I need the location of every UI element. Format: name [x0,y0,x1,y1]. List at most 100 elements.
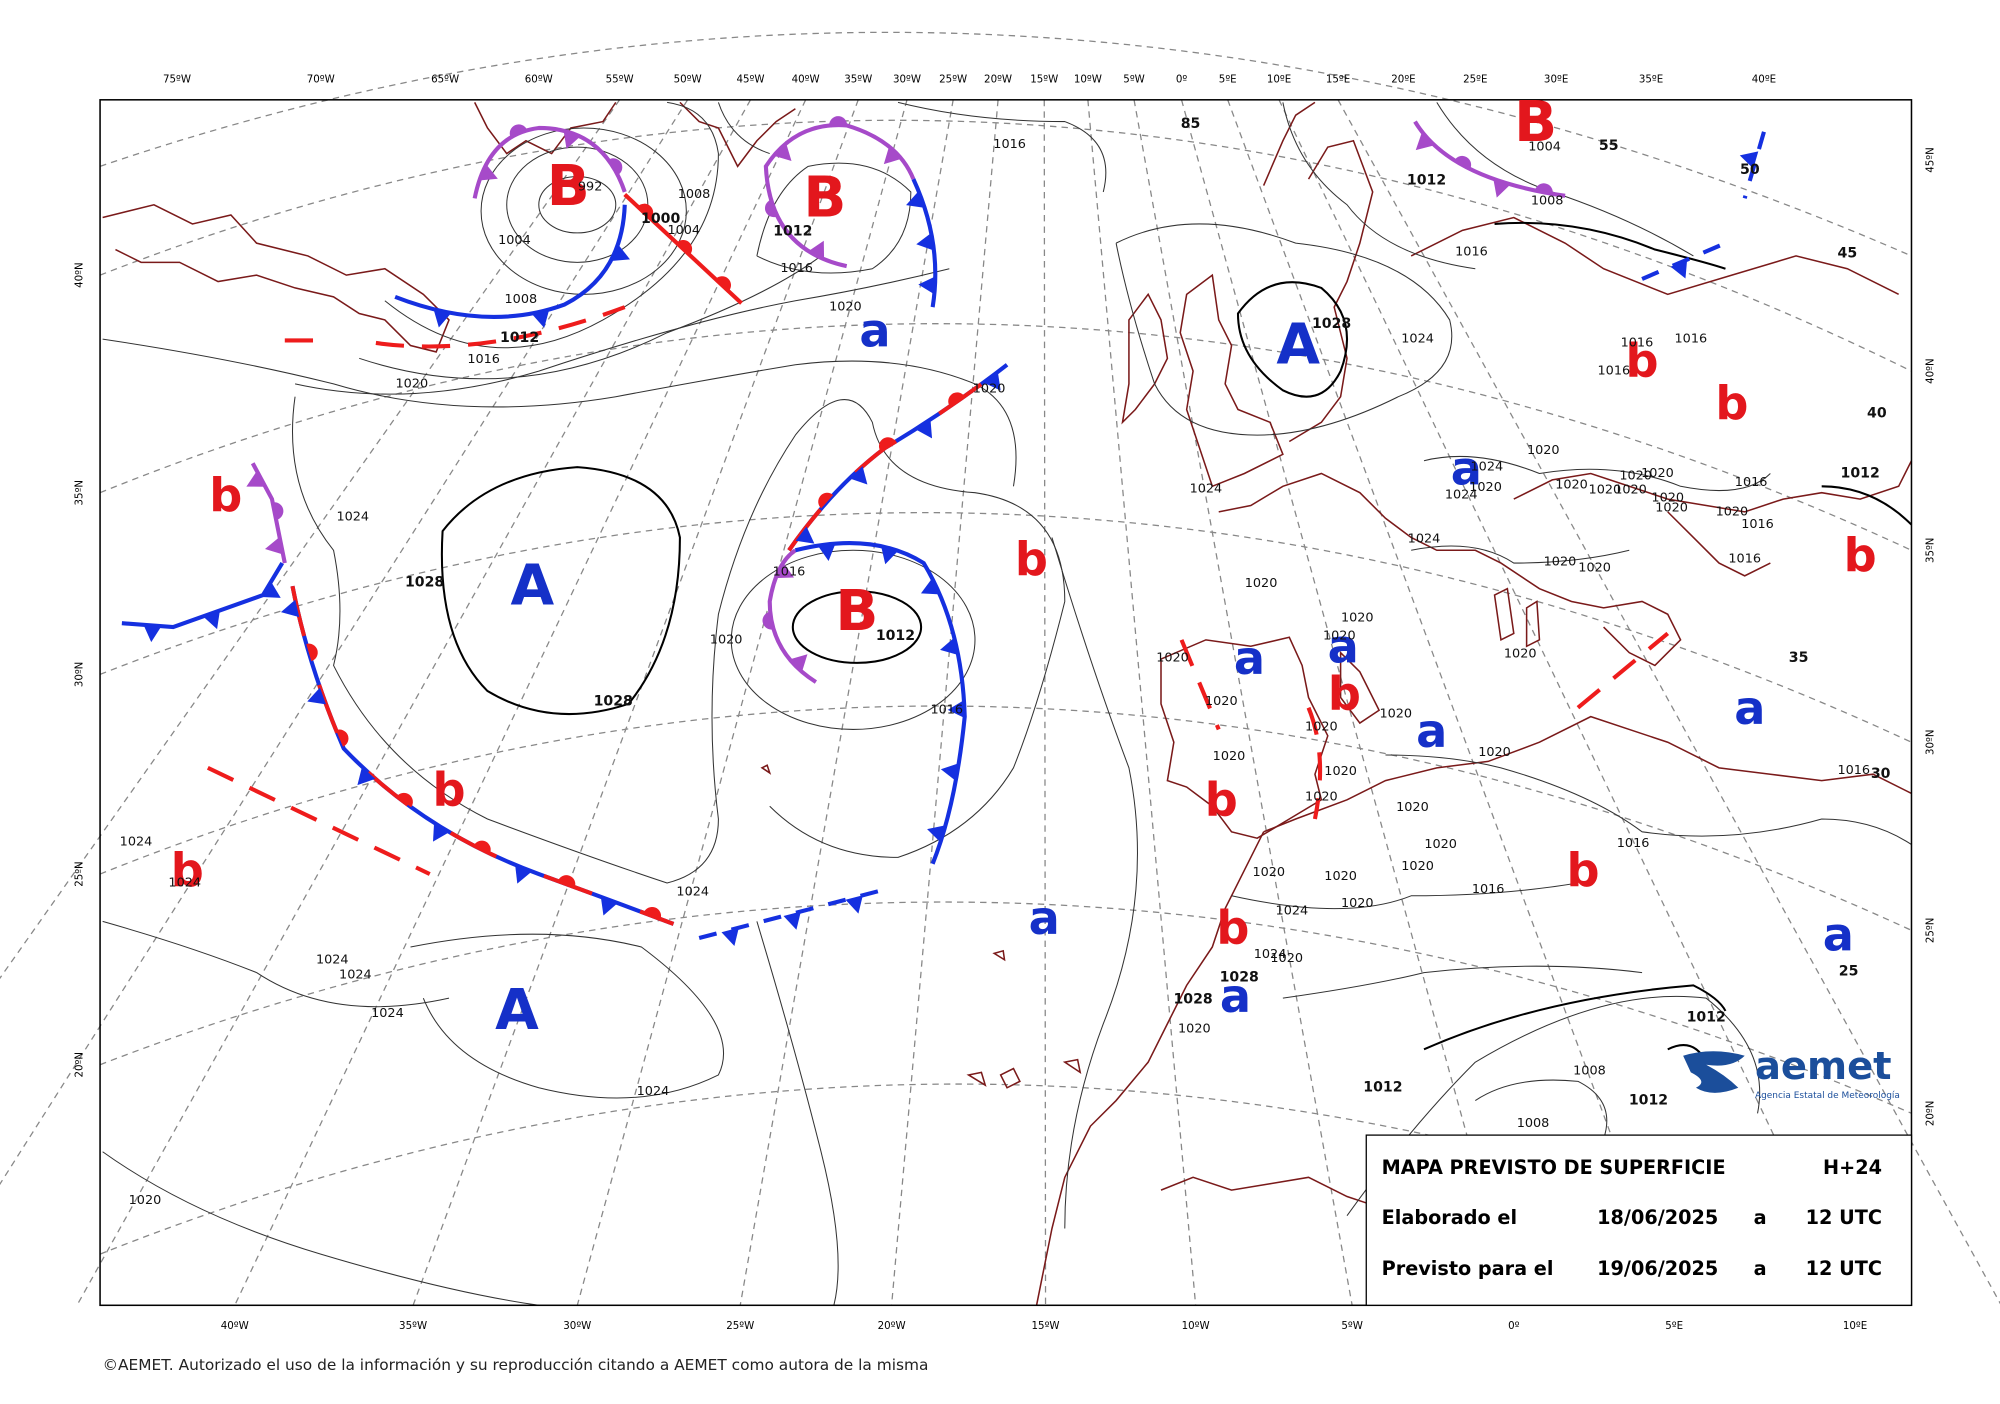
isobar-label: 30 [1871,766,1891,782]
pressure-center: a [859,304,890,358]
pressure-center: B [835,579,878,644]
front-symbol [789,654,808,673]
isobar-label: 1008 [678,187,711,202]
pressure-center: A [511,553,555,618]
front-symbol [883,146,902,165]
lon-label: 0º [1508,1320,1520,1332]
isobar-label: 1024 [371,1006,404,1021]
lon-label: 45ºW [736,73,764,85]
front-line [472,125,627,199]
isobar-label: 1028 [1173,991,1212,1007]
isobars [102,101,1913,1306]
isobar-label: 1008 [1531,193,1564,208]
front-symbol [845,895,863,914]
isobar-label: 1016 [993,137,1026,152]
front-line [121,562,284,630]
pressure-center: b [1216,901,1249,955]
lon-label: 40ºW [792,73,820,85]
lon-label: 25ºW [939,73,967,85]
isobar-label: 1020 [1424,837,1457,852]
pressure-center: b [432,763,465,817]
front-symbol [261,581,281,598]
isobar-label: 1016 [1675,332,1708,347]
pressure-center: b [1844,529,1877,583]
isobar-label: 1016 [1617,836,1650,851]
isobar-label: 1028 [1312,316,1351,332]
front-line [1179,631,1670,820]
front-symbol [563,130,581,149]
lon-label: 30ºE [1544,73,1568,85]
info-label: Previsto para el [1382,1257,1554,1280]
isobar-label: 1020 [1156,650,1189,665]
pressure-center: B [547,154,590,219]
isobar-label: 55 [1599,138,1619,154]
front-symbol [509,124,527,137]
isobar-label: 1012 [1629,1093,1668,1109]
parallel [99,323,1912,551]
lat-label: 30ºN [74,662,86,688]
pressure-center: a [1220,969,1251,1023]
lon-label: 40ºE [1752,73,1776,85]
lon-label: 10ºE [1267,73,1291,85]
lon-label: 20ºE [1391,73,1415,85]
isobar-label: 1020 [129,1193,162,1208]
lon-label: 5ºE [1219,73,1237,85]
front-symbol [927,825,946,843]
isobar-label: 1024 [1445,488,1478,503]
front-symbol [611,244,630,261]
isobar-label: 1020 [1555,478,1588,493]
lon-label: 10ºW [1074,73,1102,85]
isobar-label: 1008 [1573,1064,1606,1079]
front-symbol [557,875,576,888]
front-symbol [280,599,300,618]
front-symbol [143,624,162,643]
isobar-label: 1000 [641,211,680,227]
isobar-label: 1020 [1245,576,1278,591]
lon-label: 60ºW [525,73,553,85]
front-symbol [773,142,792,161]
pressure-center: a [1451,442,1482,496]
isobar-label: 1012 [773,224,812,240]
parallel [99,512,1912,743]
isobar-label: 1020 [1341,611,1374,626]
front-symbol [881,545,899,565]
isobar-label: 1020 [1270,951,1303,966]
pressure-center: a [1328,620,1359,674]
isobar-label: 1024 [316,952,349,967]
isobar-label: 1024 [637,1084,670,1099]
isobar-label: 1016 [780,261,813,276]
front-symbol [1739,151,1759,169]
isobar-label: 40 [1867,405,1887,421]
front-symbol [818,492,834,509]
lat-label: 35ºN [74,480,86,506]
isobar-label: 1020 [710,632,743,647]
front-symbol [1493,178,1511,198]
logo-name: aemet [1755,1044,1892,1089]
isobar-label: 1016 [1741,517,1774,532]
isobar-label: 992 [578,179,602,194]
lon-label: 40ºW [221,1320,249,1332]
meridian [576,99,908,1306]
isobar-label: 1020 [1651,490,1684,505]
lon-label: 0º [1176,73,1188,85]
front-symbol [1454,155,1472,170]
pressure-center: b [171,844,204,898]
isobar-label: 1016 [1455,245,1488,260]
isobar-label: 1020 [395,376,428,391]
isobar-label: 1020 [1527,443,1560,458]
isobar-label: 35 [1789,650,1809,666]
isobar-label: 1020 [1324,764,1357,779]
lon-label: 30ºW [563,1320,591,1332]
isobar-label: 1024 [1254,947,1287,962]
isobar-label: 1012 [1363,1080,1402,1096]
isobar-label: 1016 [930,703,963,718]
isobar-label: 1020 [1641,466,1674,481]
front-symbol [878,437,896,452]
front-symbol [906,190,925,208]
meridian [1043,99,1047,1306]
isobar-label: 1020 [1619,469,1652,484]
isobar-label: 1020 [1578,561,1611,576]
info-date: 19/06/2025 [1597,1257,1718,1280]
lon-label: 30ºW [893,73,921,85]
isobar-label: 1028 [1220,970,1259,986]
